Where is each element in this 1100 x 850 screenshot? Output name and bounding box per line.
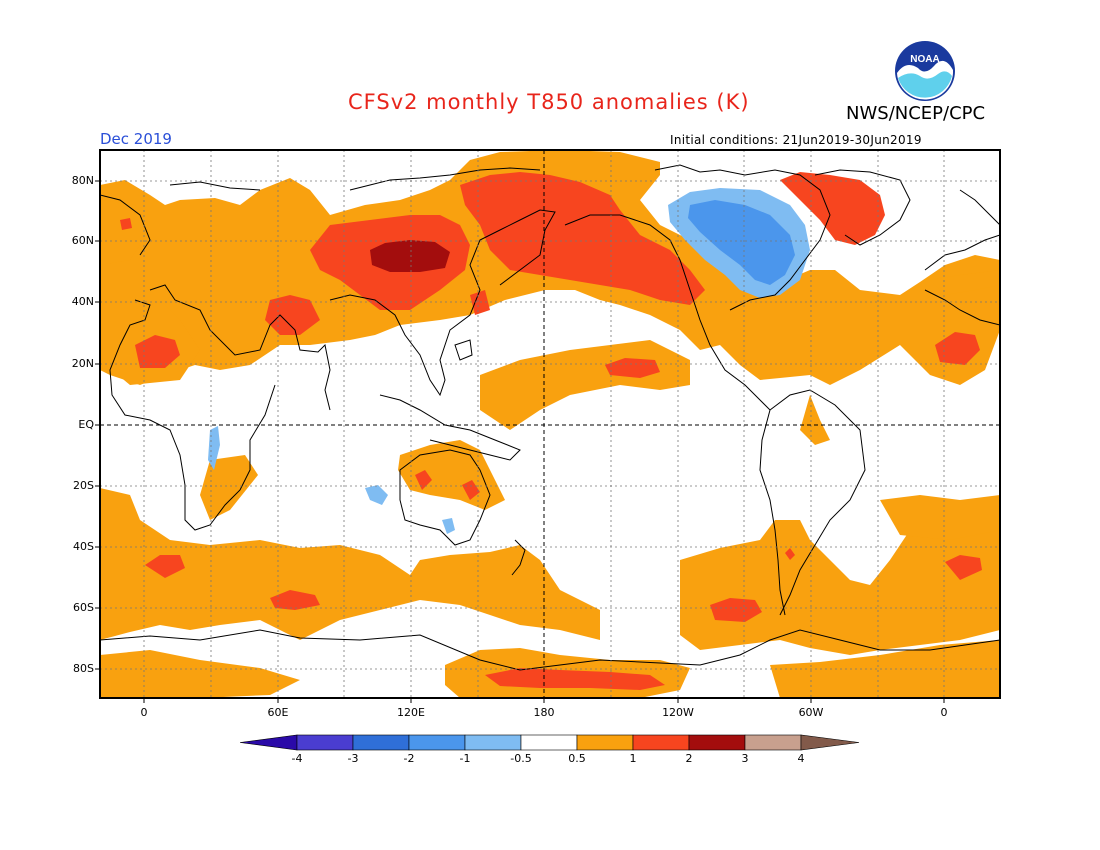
lat-label-40n: 40N (71, 295, 94, 308)
colorbar-label: 2 (685, 752, 693, 765)
colorbar-label: 3 (741, 752, 749, 765)
lat-label-80n: 80N (71, 174, 94, 187)
axis-ticks (95, 180, 945, 703)
colorbar-label: -0.5 (510, 752, 532, 765)
colorbar-label: -1 (459, 752, 471, 765)
lat-label-20s: 20S (73, 479, 94, 492)
coastlines (100, 164, 1000, 671)
graticule (100, 150, 1000, 698)
initial-conditions-label: Initial conditions: 21Jun2019-30Jun2019 (670, 133, 922, 147)
lon-label-120e: 120E (397, 706, 425, 719)
lat-label-60n: 60N (71, 234, 94, 247)
colorbar (240, 734, 860, 751)
target-month-label: Dec 2019 (100, 130, 172, 148)
colorbar-label: 1 (629, 752, 637, 765)
chart-title: CFSv2 monthly T850 anomalies (K) (348, 90, 750, 114)
lon-label-0-left: 0 (140, 706, 148, 719)
anomaly-fill (100, 150, 1000, 698)
colorbar-label: 0.5 (568, 752, 586, 765)
colorbar-label: -3 (347, 752, 359, 765)
lon-label-180: 180 (533, 706, 555, 719)
lon-label-60e: 60E (267, 706, 289, 719)
colorbar-label: -4 (291, 752, 303, 765)
equator-dateline (100, 150, 1000, 698)
colorbar-label: -2 (403, 752, 415, 765)
lon-label-0-right: 0 (940, 706, 948, 719)
noaa-logo-icon: NOAA (895, 41, 955, 101)
lat-label-eq: EQ (78, 418, 94, 431)
lat-label-40s: 40S (73, 540, 94, 553)
lat-label-80s: 80S (73, 662, 94, 675)
lat-label-20n: 20N (71, 357, 94, 370)
lon-label-120w: 120W (662, 706, 694, 719)
lat-label-60s: 60S (73, 601, 94, 614)
logo-text: NOAA (910, 54, 939, 65)
agency-label: NWS/NCEP/CPC (846, 103, 986, 124)
map-frame (99, 149, 1001, 699)
colorbar-label: 4 (797, 752, 805, 765)
lon-label-60w: 60W (798, 706, 824, 719)
